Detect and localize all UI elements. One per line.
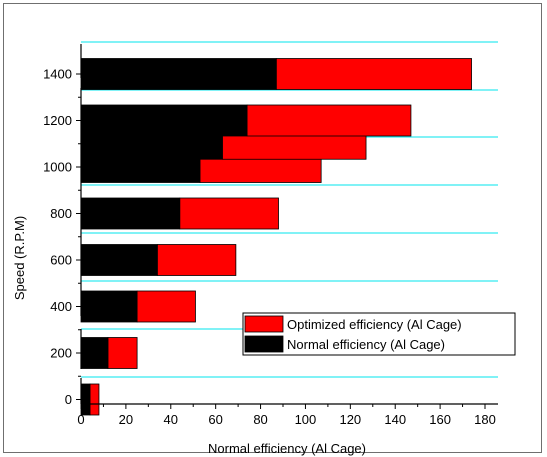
y-tick-label-800: 800 [50,206,72,221]
x-tick-label-140: 140 [384,412,406,427]
bar-normal-1200 [80,104,248,137]
y-tick-label-600: 600 [50,253,72,268]
legend-label-optimized: Optimized efficiency (Al Cage) [287,317,462,332]
y-tick-label-200: 200 [50,346,72,361]
x-tick-label-0: 0 [77,412,84,427]
y-tick-label-0: 0 [65,392,72,407]
bar-optimized-800 [179,197,279,230]
bar-optimized-1200 [246,104,412,137]
legend-swatch-optimized [244,315,284,333]
legend: Optimized efficiency (Al Cage) Normal ef… [242,312,516,356]
y-tick-label-400: 400 [50,299,72,314]
y-axis-title: Speed (R.P.M) [12,216,27,300]
legend-swatch-normal [244,335,284,353]
x-tick-label-40: 40 [164,412,178,427]
legend-label-normal: Normal efficiency (Al Cage) [287,337,445,352]
bars [80,58,472,416]
y-tick-label-1200: 1200 [43,113,72,128]
bar-normal-400 [80,290,138,323]
x-tick-label-100: 100 [295,412,317,427]
y-tick-label-1400: 1400 [43,67,72,82]
axes: 0 200 400 600 800 1000 1200 1400 0 20 40 60 80 100 120… [43,44,498,427]
bar-optimized-0 [89,383,100,416]
bar-optimized-600 [156,244,237,276]
x-tick-label-20: 20 [119,412,133,427]
x-tick-label-80: 80 [253,412,267,427]
bar-normal-800 [80,197,181,230]
bar-normal-200 [80,337,109,369]
y-tick-label-1000: 1000 [43,160,72,175]
legend-box [242,312,516,356]
x-tick-label-180: 180 [474,412,496,427]
bar-optimized-200 [107,337,138,369]
x-axis-title: Normal efficiency (Al Cage) [208,441,366,456]
x-tick-label-120: 120 [339,412,361,427]
bar-normal-1400 [80,58,277,90]
bar-optimized-400 [136,290,196,323]
bar-normal-600 [80,244,158,276]
x-tick-label-60: 60 [208,412,222,427]
bar-normal-0 [80,383,91,416]
x-tick-label-160: 160 [429,412,451,427]
bar-optimized-1400 [275,58,472,90]
